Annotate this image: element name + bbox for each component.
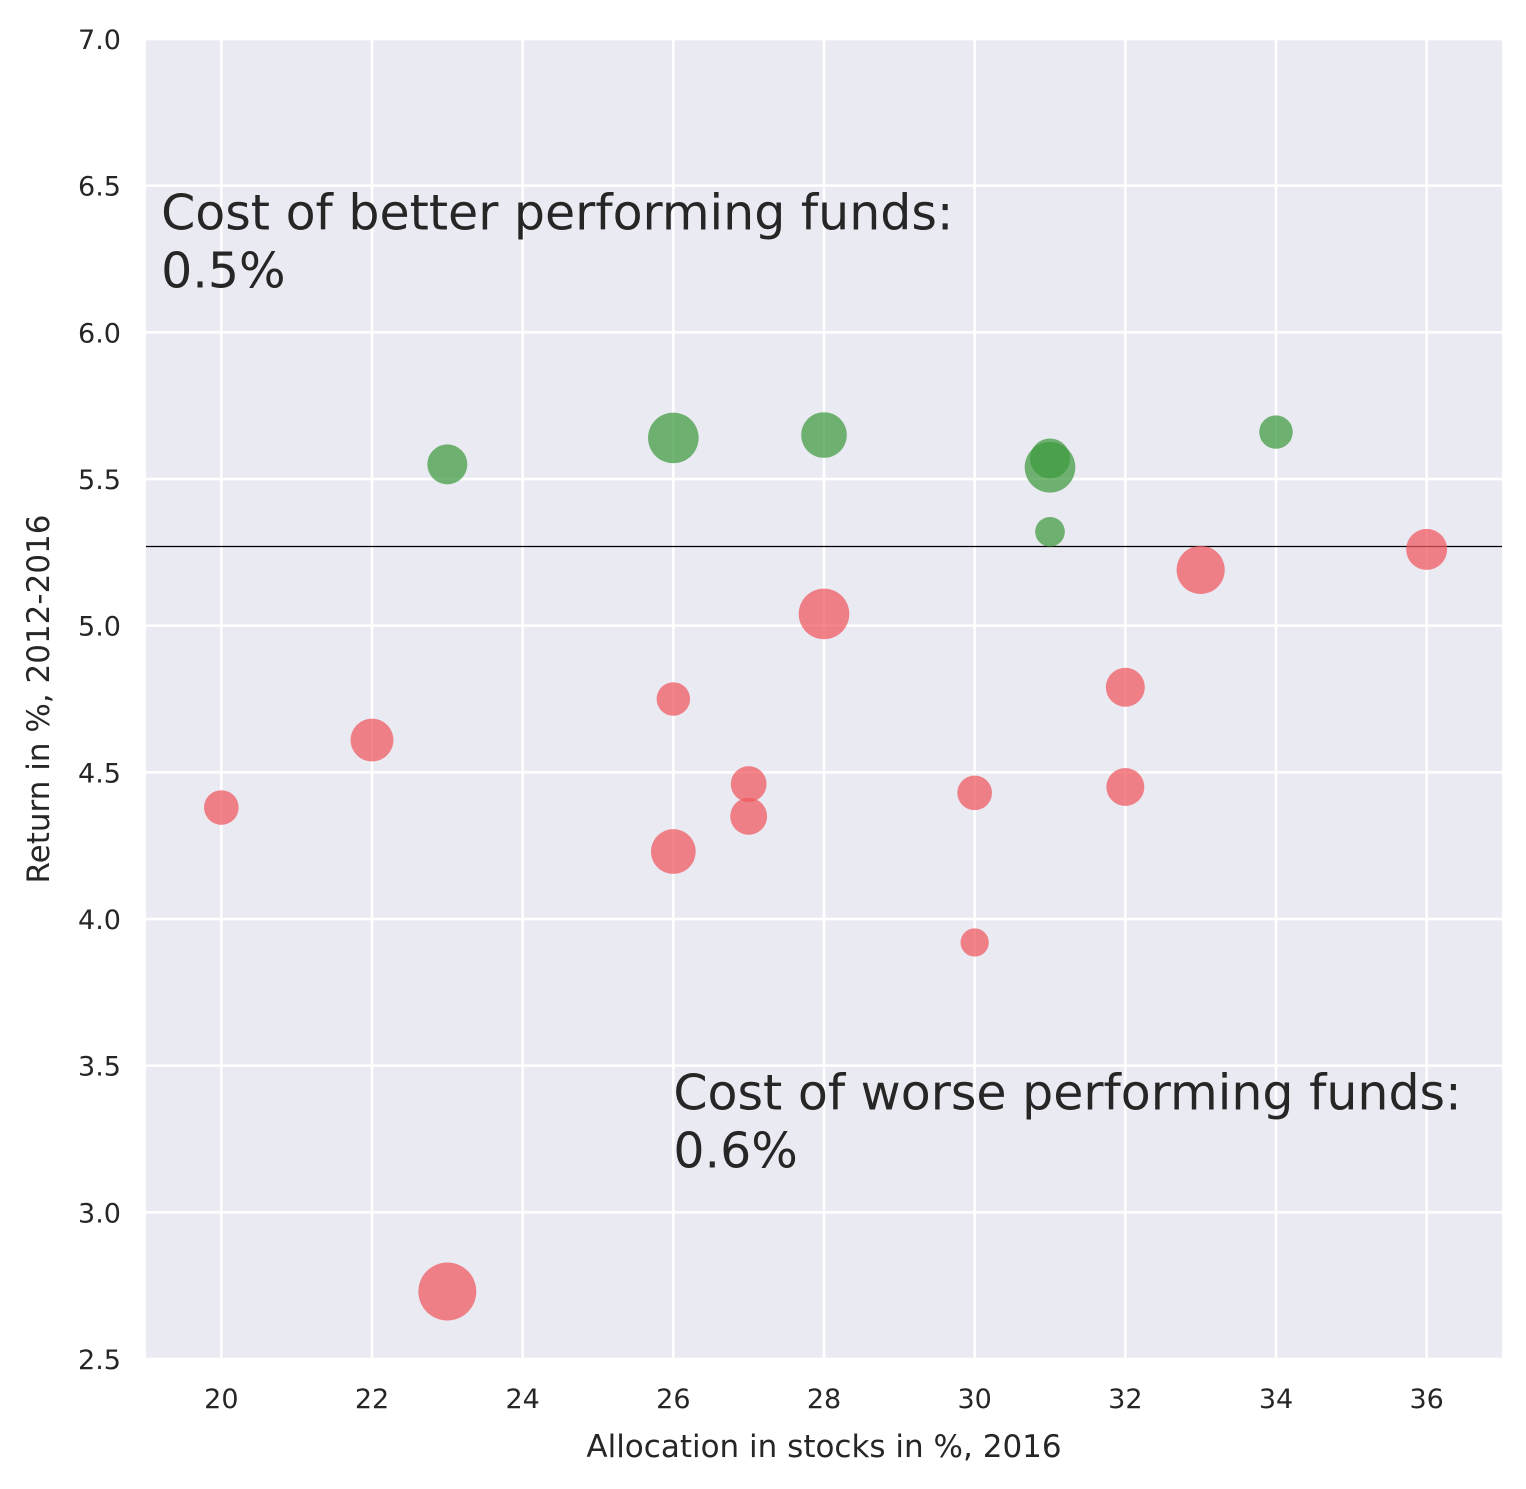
y-tick-label: 2.5 <box>78 1345 121 1376</box>
x-tick-label: 34 <box>1259 1384 1293 1415</box>
worse-fund-point <box>1176 545 1225 595</box>
worse-fund-point <box>650 829 696 874</box>
better-fund-point <box>427 444 468 485</box>
worse-fund-point <box>418 1262 477 1321</box>
worse-fund-point <box>798 588 850 640</box>
annotations: Cost of better performing funds:0.5% Cost… <box>161 185 1462 1180</box>
worse-fund-point <box>960 928 989 957</box>
worse-fund-point <box>350 718 394 762</box>
x-tick-label: 20 <box>204 1384 238 1415</box>
worse-fund-point <box>204 790 239 825</box>
better-fund-point <box>1030 438 1070 479</box>
better-fund-point <box>801 412 847 458</box>
better-fund-point <box>1259 415 1293 449</box>
annotation-text: 0.6% <box>673 1123 798 1180</box>
x-tick-label: 24 <box>505 1384 539 1415</box>
annotation-text: Cost of worse performing funds: <box>673 1065 1461 1122</box>
y-tick-label: 3.5 <box>78 1052 121 1083</box>
worse-fund-point <box>957 775 992 811</box>
y-tick-label: 3.0 <box>78 1198 121 1229</box>
y-tick-label: 4.0 <box>78 905 121 936</box>
x-tick-label: 28 <box>807 1384 841 1415</box>
y-tick-label: 5.0 <box>78 612 121 643</box>
worse-fund-point <box>656 682 691 716</box>
x-tick-label: 32 <box>1108 1384 1142 1415</box>
y-tick-label: 7.0 <box>78 25 121 56</box>
better-fund-point <box>1035 516 1065 547</box>
better-fund-point <box>648 412 699 464</box>
x-tick-label: 36 <box>1409 1384 1443 1415</box>
y-tick-label: 4.5 <box>78 758 121 789</box>
y-axis-label: Return in %, 2012-2016 <box>21 515 57 884</box>
y-tick-label: 6.5 <box>78 172 121 203</box>
x-tick-label: 26 <box>656 1384 690 1415</box>
annotation-text: 0.5% <box>161 243 285 300</box>
x-tick-label: 30 <box>957 1384 991 1415</box>
worse-fund-point <box>1106 768 1145 806</box>
worse-fund-point <box>730 766 767 802</box>
x-tick-label: 22 <box>355 1384 389 1415</box>
data-points <box>204 412 1448 1321</box>
worse-fund-point <box>1105 667 1145 707</box>
worse-fund-point <box>730 797 768 835</box>
annotation-text: Cost of better performing funds: <box>161 185 953 242</box>
y-tick-labels: 2.5 3.0 3.5 4.0 4.5 5.0 5.5 6.0 6.5 7.0 <box>78 25 121 1376</box>
y-tick-label: 5.5 <box>78 465 121 496</box>
x-axis-label: Allocation in stocks in %, 2016 <box>586 1429 1061 1465</box>
x-tick-labels: 20 22 24 26 28 30 32 34 36 <box>204 1384 1444 1415</box>
y-tick-label: 6.0 <box>78 318 121 349</box>
worse-fund-point <box>1406 528 1448 570</box>
